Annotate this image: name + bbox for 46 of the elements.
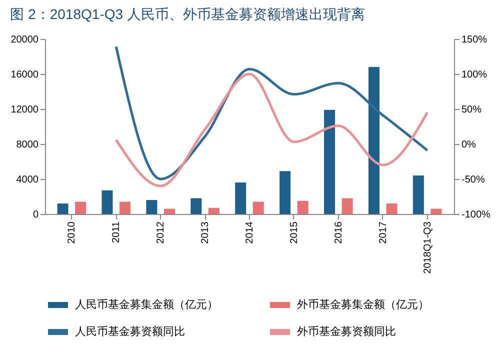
x-tick-label: 2010	[66, 221, 78, 244]
y2-tick-label: 50%	[462, 104, 482, 116]
bar	[386, 204, 398, 214]
bar	[75, 202, 86, 214]
bar	[412, 176, 424, 214]
y2-tick-label: 100%	[462, 70, 488, 80]
bar	[297, 200, 308, 214]
bar	[342, 198, 353, 214]
bar	[235, 182, 246, 214]
bar	[164, 208, 175, 214]
legend-label: 外币基金募资额同比	[297, 325, 396, 338]
x-tick-label: 2014	[244, 221, 256, 244]
chart-title: 图 2：2018Q1-Q3 人民币、外币基金募资额增速出现背离	[10, 6, 365, 22]
bar	[324, 110, 336, 214]
bar	[190, 198, 202, 214]
y-tick-label: 20000	[10, 34, 39, 46]
line-series	[114, 72, 429, 188]
x-tick-label: 2012	[156, 221, 167, 244]
y2-tick-label: 150%	[462, 34, 488, 46]
bar	[57, 204, 68, 214]
legend-label: 外币基金募集金额（亿元）	[297, 298, 429, 311]
x-tick-label: 2016	[333, 221, 344, 244]
y2-tick-label: -100%	[462, 210, 491, 220]
bar	[146, 200, 158, 214]
y-tick-label: 0	[32, 210, 39, 220]
bar	[368, 67, 380, 214]
bar	[430, 208, 442, 214]
y2-tick-label: -50%	[462, 174, 485, 186]
bar	[102, 190, 113, 214]
x-tick-label: 2013	[200, 221, 212, 244]
x-tick-label: 2017	[378, 221, 389, 244]
bar	[280, 171, 291, 214]
legend-label: 人民币基金募资额同比	[75, 325, 185, 338]
y-tick-label: 16000	[10, 70, 39, 80]
y-tick-label: 8000	[16, 140, 39, 150]
y2-tick-label: 0%	[462, 140, 476, 150]
line-series	[114, 45, 429, 180]
x-tick-label: 2015	[288, 221, 300, 244]
y-tick-label: 12000	[10, 104, 39, 116]
bar	[208, 208, 220, 214]
legend-label: 人民币基金募集金额（亿元）	[75, 298, 218, 311]
y-tick-label: 4000	[16, 174, 39, 186]
bar	[120, 202, 131, 214]
x-tick-label: 2018Q1-Q3	[422, 221, 434, 274]
bar	[252, 202, 264, 214]
x-tick-label: 2011	[111, 221, 122, 244]
